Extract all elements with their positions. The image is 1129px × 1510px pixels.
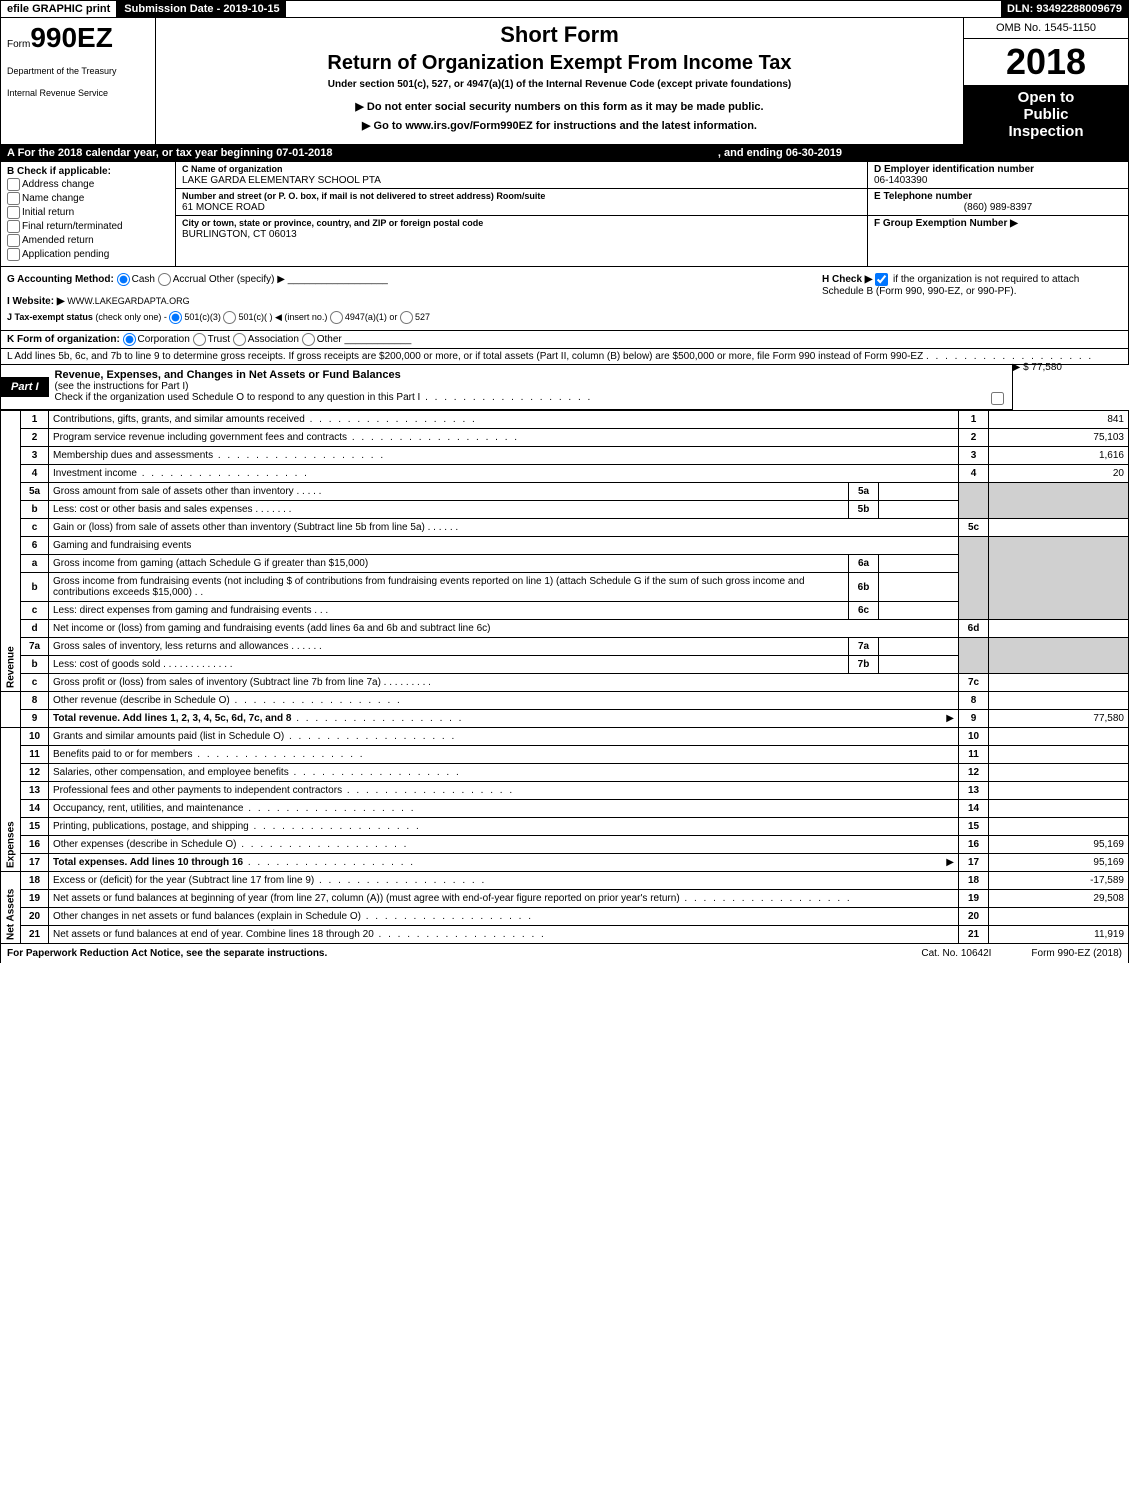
- line16-value: 95,169: [989, 836, 1129, 854]
- other-radio[interactable]: [302, 333, 315, 346]
- form-number: 990EZ: [30, 22, 113, 54]
- revenue-side: Revenue: [1, 411, 21, 692]
- initial-return-check[interactable]: [7, 206, 20, 219]
- goto-instructions: ▶ Go to www.irs.gov/Form990EZ for instru…: [166, 119, 953, 132]
- line17-value: 95,169: [989, 854, 1129, 872]
- form-of-org-row: K Form of organization: Corporation Trus…: [0, 331, 1129, 349]
- line4-value: 20: [989, 465, 1129, 483]
- gross-receipts-total: ▶ $ 77,580: [1013, 362, 1062, 373]
- page-footer: For Paperwork Reduction Act Notice, see …: [0, 944, 1129, 963]
- form-ref: Form 990-EZ (2018): [1031, 948, 1122, 959]
- form-header: Form 990EZ Department of the Treasury In…: [0, 18, 1129, 145]
- name-change-check[interactable]: [7, 192, 20, 205]
- open-to-public: Open to Public Inspection: [964, 85, 1128, 144]
- 501c3-radio[interactable]: [169, 311, 182, 324]
- expenses-side: Expenses: [1, 728, 21, 872]
- submission-date: Submission Date - 2019-10-15: [118, 1, 285, 17]
- netassets-side: Net Assets: [1, 872, 21, 944]
- accounting-row: G Accounting Method: Cash Accrual Other …: [0, 267, 1129, 331]
- line19-value: 29,508: [989, 890, 1129, 908]
- website-value: WWW.LAKEGARDAPTA.ORG: [67, 296, 189, 306]
- do-not-enter: ▶ Do not enter social security numbers o…: [166, 100, 953, 113]
- check-applicable: B Check if applicable: Address change Na…: [1, 162, 176, 266]
- final-return-check[interactable]: [7, 220, 20, 233]
- efile-label: efile GRAPHIC print: [1, 1, 118, 17]
- corp-radio[interactable]: [123, 333, 136, 346]
- ein-value: 06-1403390: [874, 175, 927, 186]
- cash-radio[interactable]: [117, 273, 130, 286]
- cat-no: Cat. No. 10642I: [921, 948, 991, 959]
- app-pending-check[interactable]: [7, 248, 20, 261]
- financial-table: Revenue 1 Contributions, gifts, grants, …: [0, 410, 1129, 944]
- org-address: 61 MONCE ROAD: [182, 202, 265, 213]
- tax-year-row: A For the 2018 calendar year, or tax yea…: [1, 145, 1128, 161]
- line18-value: -17,589: [989, 872, 1129, 890]
- form-word: Form: [7, 39, 30, 50]
- 501c-radio[interactable]: [223, 311, 236, 324]
- line9-value: 77,580: [989, 710, 1129, 728]
- part1-header: Part I Revenue, Expenses, and Changes in…: [0, 365, 1013, 410]
- 4947-radio[interactable]: [330, 311, 343, 324]
- org-name: LAKE GARDA ELEMENTARY SCHOOL PTA: [182, 175, 381, 186]
- under-section: Under section 501(c), 527, or 4947(a)(1)…: [166, 79, 953, 90]
- gross-receipts-row: L Add lines 5b, 6c, and 7b to line 9 to …: [0, 349, 1129, 365]
- irs-link[interactable]: www.irs.gov/Form990EZ: [405, 120, 532, 132]
- schedule-o-check[interactable]: [991, 392, 1004, 405]
- addr-change-check[interactable]: [7, 178, 20, 191]
- dept-treasury: Department of the Treasury: [7, 66, 149, 76]
- org-info-block: B Check if applicable: Address change Na…: [0, 162, 1129, 267]
- omb-number: OMB No. 1545-1150: [964, 18, 1128, 39]
- line21-value: 11,919: [989, 926, 1129, 944]
- return-title: Return of Organization Exempt From Incom…: [166, 52, 953, 75]
- line3-value: 1,616: [989, 447, 1129, 465]
- 527-radio[interactable]: [400, 311, 413, 324]
- trust-radio[interactable]: [193, 333, 206, 346]
- assoc-radio[interactable]: [233, 333, 246, 346]
- short-form-title: Short Form: [166, 22, 953, 48]
- line1-value: 841: [989, 411, 1129, 429]
- phone-value: (860) 989-8397: [874, 202, 1122, 213]
- line2-value: 75,103: [989, 429, 1129, 447]
- schedule-b-check[interactable]: [875, 273, 888, 286]
- org-city: BURLINGTON, CT 06013: [182, 229, 297, 240]
- tax-year: 2018: [964, 39, 1128, 85]
- dln-number: DLN: 93492288009679: [1001, 1, 1128, 17]
- amended-return-check[interactable]: [7, 234, 20, 247]
- dept-irs: Internal Revenue Service: [7, 88, 149, 98]
- accrual-radio[interactable]: [158, 273, 171, 286]
- top-bar: efile GRAPHIC print Submission Date - 20…: [0, 0, 1129, 18]
